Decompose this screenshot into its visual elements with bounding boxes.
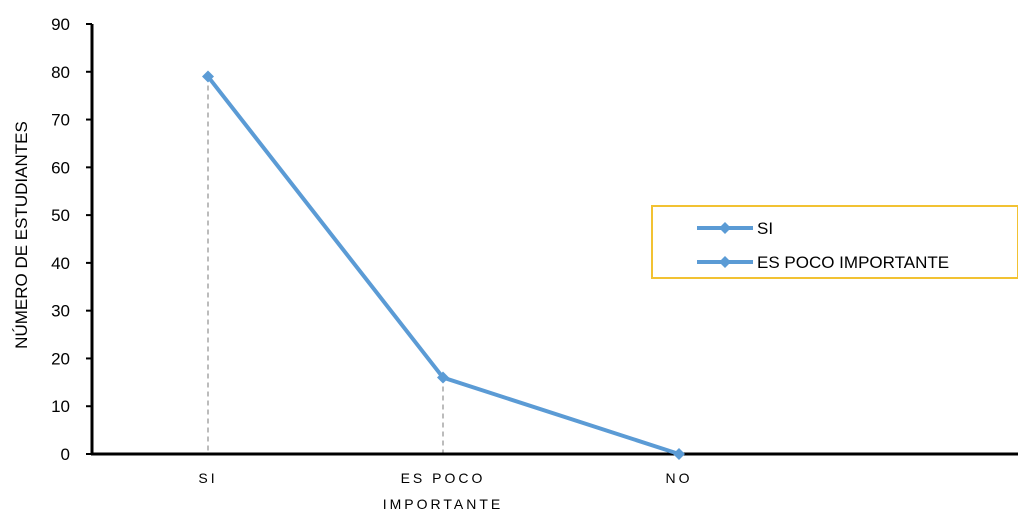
data-point-marker: [437, 371, 449, 384]
legend: SI ES POCO IMPORTANTE: [651, 205, 1018, 279]
y-tick-label: 70: [51, 111, 70, 130]
y-tick-label: 90: [51, 15, 70, 34]
y-tick-label: 0: [61, 445, 70, 464]
x-tick-label: SI: [198, 470, 217, 486]
x-tick-label: ES POCO IMPORTANTE: [383, 470, 504, 512]
y-axis-label: NÚMERO DE ESTUDIANTES: [12, 121, 31, 349]
data-point-marker: [202, 70, 214, 83]
data-point-marker: [673, 448, 685, 460]
legend-swatch-marker: [719, 256, 731, 268]
y-tick-label: 10: [51, 397, 70, 416]
y-axis-ticks: 0 10 20 30 40 50 60 70 80 90: [51, 15, 92, 464]
y-tick-label: 20: [51, 349, 70, 368]
x-tick-label: NO: [666, 470, 693, 486]
x-axis-ticks: SI ES POCO IMPORTANTE NO: [198, 470, 693, 512]
chart-axes: [90, 24, 1018, 456]
series-line: [202, 70, 685, 460]
drop-lines: [207, 76, 444, 454]
y-tick-label: 60: [51, 158, 70, 177]
y-tick-label: 80: [51, 63, 70, 82]
legend-box: [651, 205, 1018, 279]
legend-entry-label: ES POCO IMPORTANTE: [757, 253, 949, 272]
legend-swatch-marker: [719, 222, 731, 234]
y-tick-label: 30: [51, 302, 70, 321]
y-tick-label: 50: [51, 206, 70, 225]
y-tick-label: 40: [51, 254, 70, 273]
legend-entry-label: SI: [757, 219, 773, 238]
